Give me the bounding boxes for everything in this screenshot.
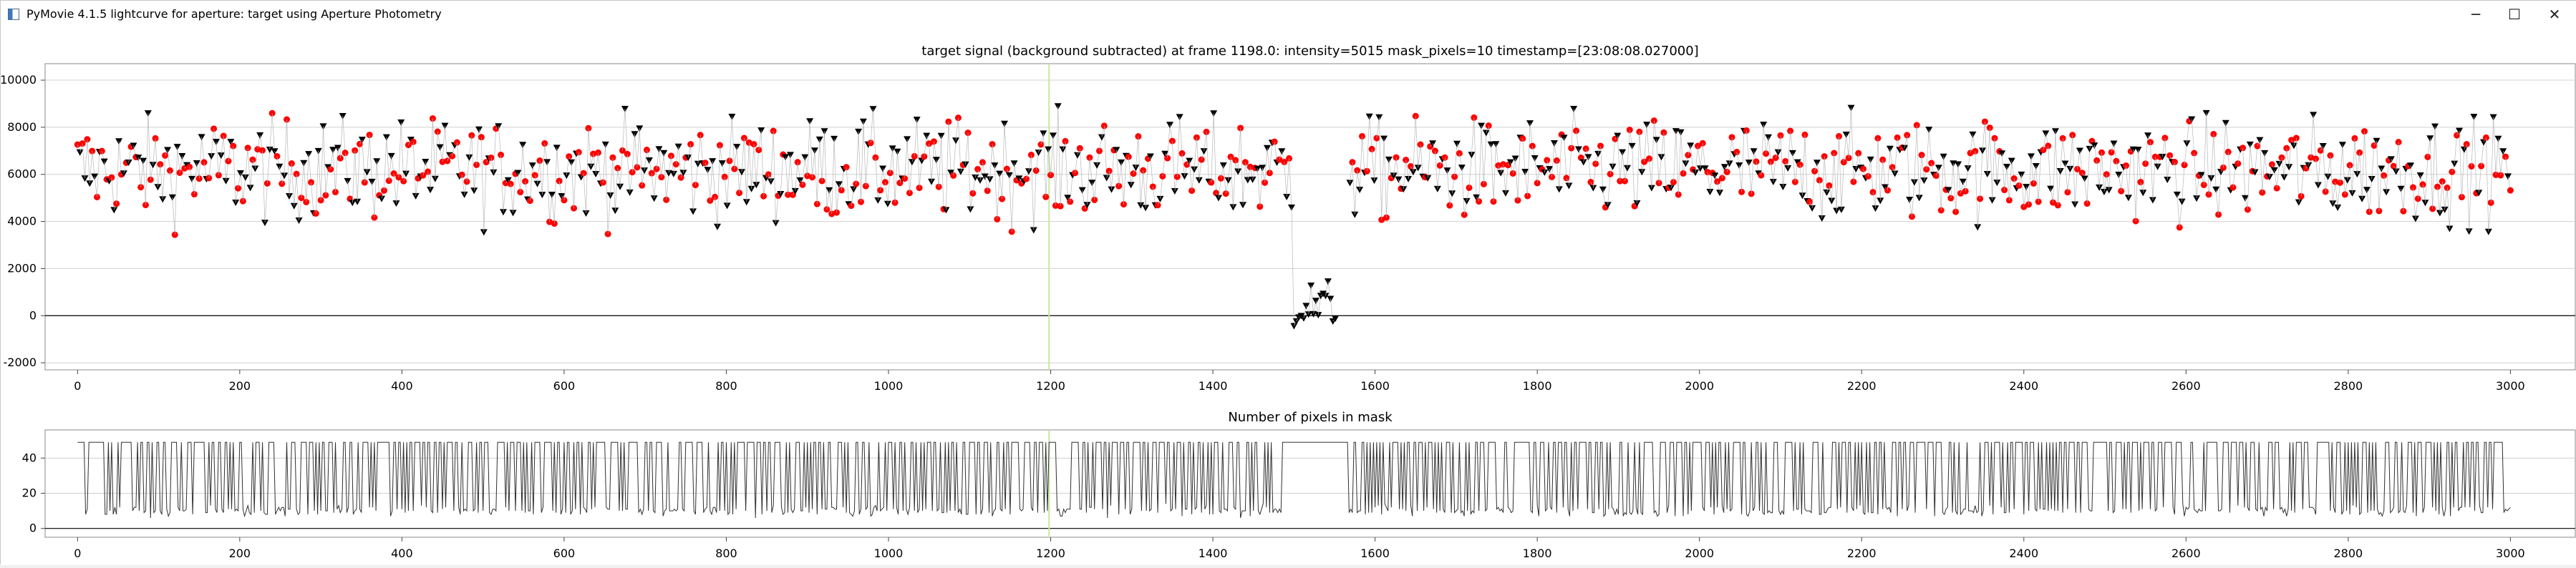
close-button[interactable]: ✕ [2535,1,2574,28]
y-tick-label: 0 [29,308,37,322]
x-tick-label: 200 [229,379,251,393]
red-point [984,187,991,194]
x-tick-label: 400 [391,547,413,560]
y-tick-label: 8000 [7,120,37,134]
red-point [2507,187,2514,194]
x-tick-label: 1800 [1523,379,1552,393]
red-point [1461,212,1468,218]
x-tick-label: 1800 [1523,547,1552,560]
red-point [279,180,285,187]
red-point [823,206,830,212]
x-tick-label: 2800 [2333,379,2363,393]
y-tick-label: -2000 [4,356,37,369]
app-window-icon [8,9,19,20]
x-tick-label: 1200 [1036,547,1065,560]
x-tick-label: 800 [715,547,737,560]
x-tick-label: 1000 [874,379,904,393]
y-tick-label: 4000 [7,215,37,228]
maximize-icon: ☐ [2508,6,2521,23]
y-tick-label: 2000 [7,261,37,275]
x-tick-label: 2600 [2171,379,2201,393]
red-point [692,182,699,188]
x-tick-label: 1400 [1199,547,1228,560]
y-tick-label: 40 [22,451,37,464]
red-point [1150,183,1156,190]
x-tick-label: 3000 [2496,547,2525,560]
x-tick-label: 200 [229,547,251,560]
red-point [882,179,888,185]
x-tick-label: 400 [391,379,413,393]
x-tick-label: 2000 [1685,379,1714,393]
y-tick-label: 10000 [1,73,37,87]
x-tick-label: 1600 [1360,379,1390,393]
red-point [838,187,845,193]
x-tick-label: 600 [553,547,576,560]
window-title: PyMovie 4.1.5 lightcurve for aperture: t… [26,7,442,21]
y-tick-label: 0 [29,522,37,535]
x-tick-label: 2800 [2333,547,2363,560]
x-tick-label: 1600 [1360,547,1390,560]
minimize-icon: ─ [2471,6,2480,23]
x-tick-label: 2200 [1847,547,1877,560]
title-bar[interactable]: PyMovie 4.1.5 lightcurve for aperture: t… [1,1,2576,29]
red-point [2420,181,2426,187]
x-tick-label: 2400 [2009,379,2038,393]
y-tick-label: 20 [22,486,37,500]
x-tick-label: 2600 [2171,547,2201,560]
maximize-button[interactable]: ☐ [2495,1,2534,28]
close-icon: ✕ [2549,6,2561,23]
x-tick-label: 800 [715,379,737,393]
x-tick-label: 2400 [2009,547,2038,560]
x-tick-label: 0 [74,547,81,560]
minimize-button[interactable]: ─ [2456,1,2495,28]
chart-title: target signal (background subtracted) at… [921,44,1698,59]
x-tick-label: 2000 [1685,547,1714,560]
y-tick-label: 6000 [7,167,37,181]
x-tick-label: 0 [74,379,81,393]
x-tick-label: 1000 [874,547,904,560]
x-tick-label: 600 [553,379,576,393]
x-tick-label: 1200 [1036,379,1065,393]
x-tick-label: 3000 [2496,379,2525,393]
x-tick-label: 1400 [1199,379,1228,393]
red-point [522,178,528,185]
chart-title: Number of pixels in mask [1228,410,1393,425]
red-point [1446,202,1453,209]
x-tick-label: 2200 [1847,379,1877,393]
